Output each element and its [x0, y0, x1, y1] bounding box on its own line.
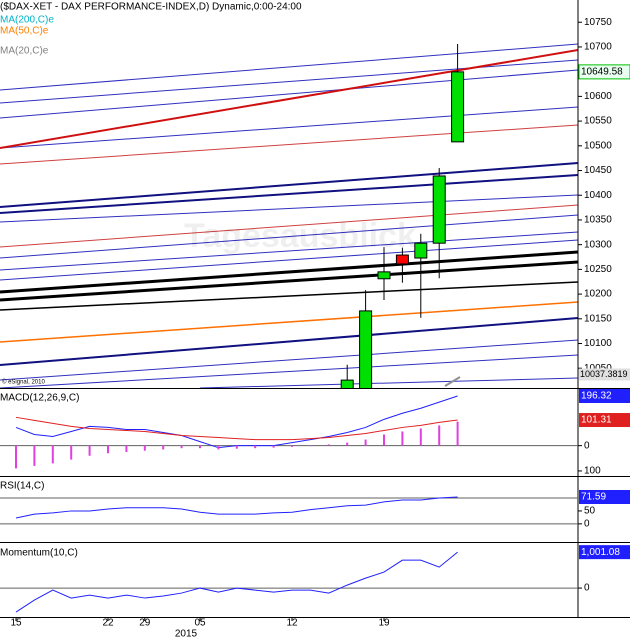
histogram-bar [438, 425, 441, 446]
x-tick-label: 05 [194, 618, 206, 629]
histogram-bar [272, 445, 275, 448]
histogram-bar [456, 421, 459, 446]
last-value-box [579, 545, 630, 560]
x-tick-label: 15 [10, 618, 22, 629]
histogram-bar [327, 444, 330, 446]
last-value-label: 71.59 [581, 492, 606, 503]
panel-title: MACD(12,26,9,C) [0, 393, 79, 404]
x-tick-label: 12 [286, 618, 298, 629]
y-tick-label: 0 [584, 518, 590, 529]
histogram-bar [15, 445, 17, 469]
y-tick-label: 10200 [584, 289, 612, 300]
histogram-bar [51, 445, 54, 464]
plot [340, 43, 465, 388]
watermark: Tagesausblick [184, 217, 416, 255]
y-tick-label: 10550 [584, 116, 612, 127]
y-tick-label: 10050 [584, 363, 612, 374]
y-tick-label: 10700 [584, 42, 612, 53]
y-tick-label: 10750 [584, 17, 612, 28]
candle-body [395, 254, 409, 265]
histogram-bar [33, 445, 36, 466]
x-tick-label: 22 [102, 618, 114, 629]
plot [0, 395, 578, 469]
x-year-label: 2015 [175, 629, 198, 640]
last-value-box [579, 388, 630, 403]
y-tick-label: 0 [584, 583, 590, 594]
histogram-bar [419, 428, 422, 446]
histogram-bar [180, 445, 183, 449]
histogram-bar [70, 445, 73, 460]
y-tick-label: 10150 [584, 313, 612, 324]
y-tick-label: 10600 [584, 91, 612, 102]
y-tick-label: 10400 [584, 190, 612, 201]
last-value-label: 1,001.08 [581, 547, 620, 558]
y-tick-label: 10300 [584, 239, 612, 250]
indicator-line [15, 551, 458, 613]
plot [0, 496, 578, 525]
histogram-bar [162, 445, 165, 450]
histogram-bar [143, 445, 146, 451]
last-value-box [579, 489, 630, 504]
last-value-box [579, 413, 630, 428]
y-tick-label: 10250 [584, 264, 612, 275]
level-label: 10037.3819 [580, 369, 628, 379]
last-value-label: 101.31 [581, 415, 612, 426]
y-tick-label: 10350 [584, 215, 612, 226]
last-value-box [578, 64, 630, 80]
indicator-line [15, 416, 458, 441]
histogram-bar [254, 445, 257, 449]
indicator-line [15, 395, 458, 449]
histogram-bar [107, 445, 109, 454]
last-value-label: 196.32 [581, 391, 612, 402]
candle-body [359, 310, 373, 388]
histogram-bar [309, 445, 312, 447]
legend-entry: MA(200,C)e [0, 15, 54, 26]
histogram-bar [383, 434, 385, 446]
candle-body [451, 71, 465, 143]
plot [0, 551, 578, 613]
y-tick-label: 10450 [584, 165, 612, 176]
y-tick-label: 10100 [584, 338, 612, 349]
y-tick-label: 0 [584, 440, 590, 451]
histogram-bar [217, 445, 220, 450]
histogram-bar [235, 445, 238, 449]
candle-body [432, 175, 446, 244]
copyright: © eSignal, 2010 [2, 379, 45, 386]
histogram-bar [364, 439, 367, 446]
panel-frames [0, 0, 630, 618]
panel-title: Momentum(10,C) [0, 548, 78, 559]
histogram-bar [401, 431, 404, 446]
x-tick-label: 29 [139, 618, 151, 629]
indicator-line [15, 496, 458, 519]
last-value-label: 10649.58 [581, 67, 623, 78]
histogram-bar [199, 445, 201, 449]
chart-title: ($DAX-XET - DAX PERFORMANCE-INDEX,D) Dyn… [0, 2, 302, 13]
histogram-bar [125, 445, 128, 452]
candle-body [414, 242, 428, 259]
y-tick-label: 50 [584, 506, 596, 517]
level-box [579, 368, 630, 381]
panel-title: RSI(14,C) [0, 481, 44, 492]
candle-body [377, 271, 391, 280]
trendlines [0, 43, 578, 388]
legend-entry: MA(50,C)e [0, 26, 49, 37]
x-tick-label: 19 [378, 618, 390, 629]
y-tick-label: 10500 [584, 140, 612, 151]
histogram-bar [88, 445, 91, 456]
candle-body [340, 379, 354, 388]
histogram-bar [291, 445, 293, 447]
histogram-bar [346, 442, 349, 446]
legend-entry: MA(20,C)e [0, 46, 49, 57]
y-tick-label: 100 [584, 466, 601, 477]
